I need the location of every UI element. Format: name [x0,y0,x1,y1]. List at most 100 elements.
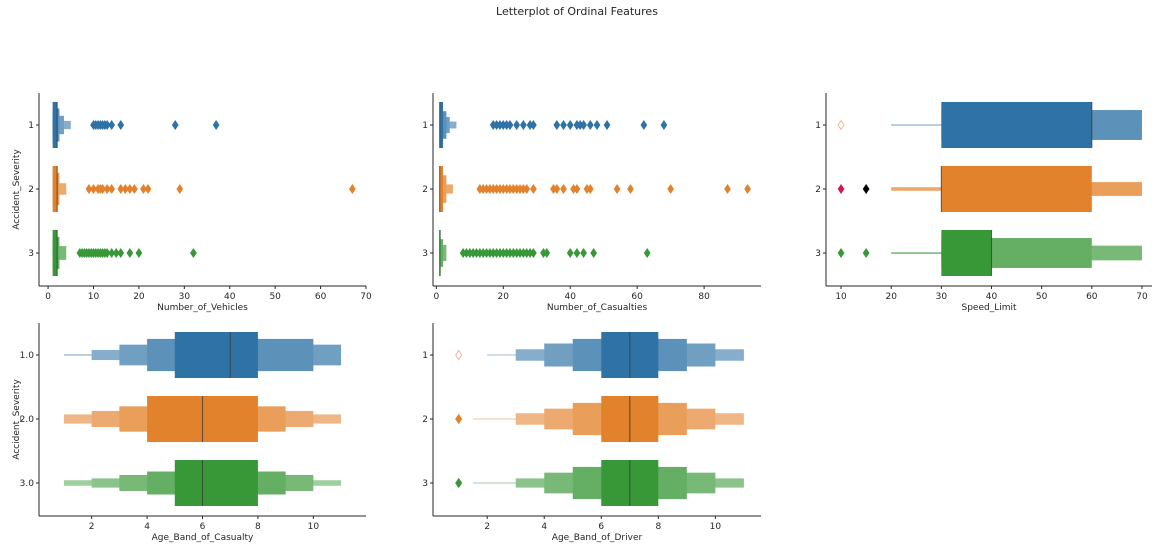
x-tick-label: 20 [133,292,145,302]
outlier-point [862,247,870,259]
series-3 [439,230,651,276]
x-tick-label: 4 [541,522,547,532]
y-tick-label: 1 [815,121,821,131]
letter-box [52,166,58,212]
outlier-point [862,183,870,195]
y-tick-label: 1.0 [20,351,35,361]
y-tick-label: 1 [422,351,428,361]
x-axis-label: Number_of_Casualties [547,303,648,313]
outlier-point [590,247,598,259]
y-tick-label: 3.0 [20,479,35,489]
x-tick-label: 4 [144,522,150,532]
x-tick-label: 8 [655,522,661,532]
outlier-point [837,247,845,259]
y-tick-label: 3 [422,479,428,489]
y-axis-label: Accident_Severity [12,379,22,460]
letter-box [439,239,444,267]
y-tick-label: 3 [815,249,821,259]
outlier-point [513,119,521,131]
outlier-point [586,183,594,195]
outlier-point [135,247,143,259]
outlier-point [506,119,514,131]
outlier-point [627,183,634,195]
series-1 [439,102,668,148]
outlier-point [99,183,106,195]
letter-box [439,166,444,212]
outlier-point [603,119,611,131]
series-1 [455,332,744,378]
subplot-2: 1 2 3 0 20 40 60 80 Number_of_Casualties [422,93,761,313]
outlier-point [530,247,537,259]
x-tick-label: 60 [1086,292,1098,302]
outlier-point [212,119,220,131]
y-tick-label: 3 [422,249,428,259]
outlier-point [566,119,574,131]
x-axis-label: Number_of_Vehicles [157,303,248,313]
letter-box [941,166,1092,212]
x-tick-label: 6 [200,522,206,532]
series-2 [52,166,356,212]
x-tick-label: 70 [1136,292,1148,302]
outlier-point [190,247,197,259]
outlier-point [837,183,845,195]
letter-box [941,230,992,276]
outlier-point [144,183,152,195]
x-tick-label: 60 [631,292,643,302]
outlier-point [530,119,537,131]
outlier-point [117,183,125,195]
x-tick-label: 40 [986,292,998,302]
outlier-point [543,247,551,259]
x-tick-label: 10 [88,292,100,302]
outlier-point [131,183,138,195]
y-tick-label: 2 [28,185,34,195]
figure-title: Letterplot of Ordinal Features [496,5,658,18]
letter-box [439,111,447,139]
x-tick-label: 6 [598,522,604,532]
outlier-point [176,183,184,195]
letter-box [52,102,58,148]
y-tick-label: 1 [28,121,34,131]
outlier-point [117,247,125,259]
series-1 [52,102,220,148]
outlier-point [744,183,751,195]
outlier-point [660,119,668,131]
x-tick-label: 50 [1036,292,1048,302]
y-tick-label: 2 [815,185,821,195]
series-3.0 [63,460,342,506]
y-tick-label: 2 [422,185,428,195]
outlier-point [613,183,621,195]
outlier-point [530,183,537,195]
x-tick-label: 50 [269,292,281,302]
y-tick-label: 2.0 [20,415,35,425]
outlier-point [667,183,674,195]
outlier-point [90,183,97,195]
outlier-point [553,183,561,195]
subplot-4: 1.0 2.0 3.0 2 4 6 8 10 Age_Band_of_Casualty Accid… [12,323,366,543]
x-tick-label: 10 [308,522,320,532]
outlier-point [126,183,134,195]
outlier-point [566,247,574,259]
y-tick-label: 3 [28,249,34,259]
outlier-point [560,183,567,195]
series-2 [455,396,744,442]
x-tick-label: 20 [498,292,510,302]
series-1.0 [63,332,342,378]
outlier-point [108,247,116,259]
outlier-point [112,247,120,259]
x-axis-label: Speed_Limit [961,303,1016,313]
x-tick-label: 30 [179,292,191,302]
outlier-point [520,119,527,131]
x-axis-label: Age_Band_of_Driver [552,533,643,543]
outlier-point [640,119,648,131]
outlier-point [121,183,129,195]
outlier-point [455,349,463,361]
series-3 [837,230,1142,276]
outlier-point [523,183,531,195]
series-2.0 [63,396,342,442]
series-3 [52,230,197,276]
letter-box [52,230,58,276]
y-tick-label: 1 [422,121,428,131]
x-axis-label: Age_Band_of_Casualty [152,533,254,543]
x-tick-label: 8 [255,522,261,532]
